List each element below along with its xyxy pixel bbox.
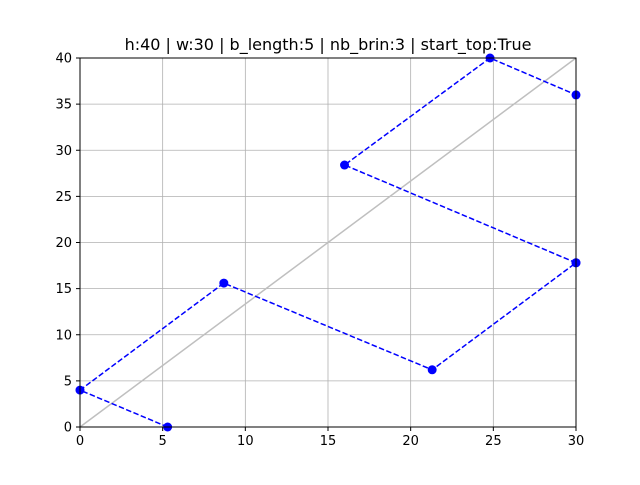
series-1-point — [427, 365, 437, 375]
y-axis-ticks: 0 5 10 15 20 25 30 35 40 — [55, 52, 80, 436]
series-2-point — [340, 160, 350, 170]
y-tick-label: 25 — [55, 190, 72, 205]
x-axis-ticks: 0 5 10 15 20 25 30 — [76, 427, 584, 449]
x-tick-label: 20 — [402, 434, 419, 449]
series-2-line — [343, 57, 577, 264]
x-tick-label: 30 — [568, 434, 585, 449]
series-1-point — [219, 278, 229, 288]
y-tick-label: 40 — [55, 52, 72, 67]
y-tick-label: 5 — [64, 374, 72, 389]
y-tick-label: 20 — [55, 236, 72, 251]
series-1-line — [78, 262, 577, 428]
y-tick-label: 0 — [64, 421, 72, 436]
x-tick-label: 25 — [485, 434, 502, 449]
y-tick-label: 10 — [55, 328, 72, 343]
reference-diagonal-line — [79, 57, 577, 428]
y-tick-label: 15 — [55, 282, 72, 297]
x-tick-label: 15 — [320, 434, 337, 449]
y-tick-label: 30 — [55, 144, 72, 159]
reference-line-layer — [79, 57, 577, 428]
x-tick-label: 10 — [237, 434, 254, 449]
x-tick-label: 0 — [76, 434, 84, 449]
x-tick-label: 5 — [159, 434, 167, 449]
y-tick-label: 35 — [55, 98, 72, 113]
chart-title: h:40 | w:30 | b_length:5 | nb_brin:3 | s… — [125, 35, 532, 55]
